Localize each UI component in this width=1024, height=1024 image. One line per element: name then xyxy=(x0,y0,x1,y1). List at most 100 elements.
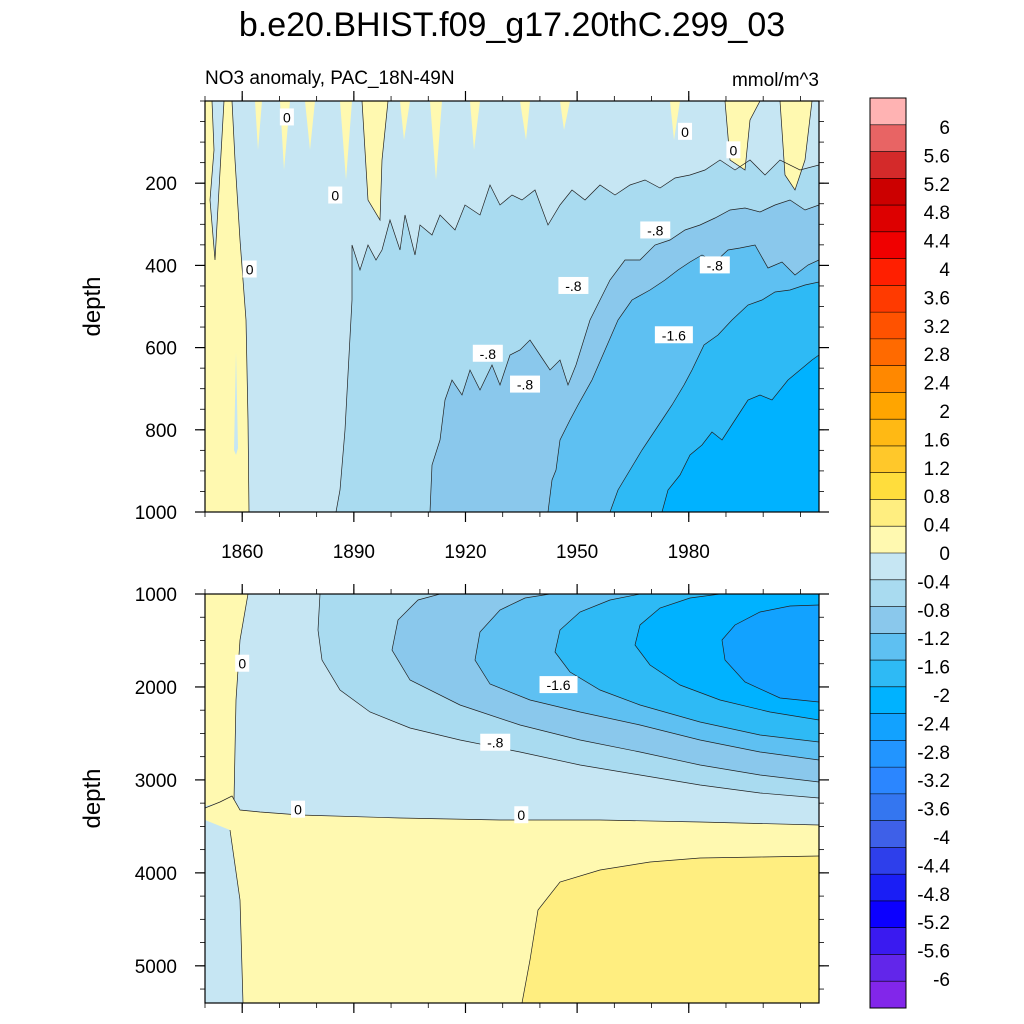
contour-labels: 0 0 0 0 0 -.8 -.8 -.8 -.8 -.8 -1.6 0 0 0 -.8 -1.6 xyxy=(235,108,741,824)
region-p00 xyxy=(520,101,530,140)
region-p00-west xyxy=(205,594,248,806)
contour-label: 0 xyxy=(328,186,343,204)
y-tick-label: 1000 xyxy=(135,503,177,524)
colorbar-label: 2.8 xyxy=(924,345,950,366)
contour-label-text: 0 xyxy=(238,656,246,672)
colorbar-label: 6 xyxy=(939,118,950,139)
colorbar-swatch xyxy=(870,954,906,982)
contour-label: 0 xyxy=(235,654,250,672)
colorbar-label: -6 xyxy=(933,970,950,991)
colorbar-frame xyxy=(869,97,907,1009)
colorbar-swatch xyxy=(870,392,906,420)
y-tick-label: 800 xyxy=(145,421,177,442)
contour-label-text: 0 xyxy=(246,262,254,278)
colorbar-swatch xyxy=(870,686,906,714)
colorbar-label: -1.2 xyxy=(917,629,950,650)
contour-label-text: 0 xyxy=(517,807,525,823)
contour-label: 0 xyxy=(242,260,257,278)
colorbar-label: -4 xyxy=(933,828,950,849)
contour-label-text: -.8 xyxy=(565,278,582,294)
contour-label-text: -.8 xyxy=(517,377,534,393)
colorbar-swatch xyxy=(870,606,906,634)
axes-layer: 200 400 600 800 1000 depth 1860 1890 1920 1950 198… xyxy=(79,91,829,1013)
colorbar-swatch xyxy=(870,445,906,474)
region-p00-west xyxy=(205,101,249,512)
colorbar-swatch xyxy=(870,124,906,152)
colorbar-swatch xyxy=(870,338,906,367)
colorbar-swatch xyxy=(870,767,906,795)
colorbar-label: -3.6 xyxy=(917,800,950,821)
contour-label: 0 xyxy=(678,122,693,140)
y-tick-label: 5000 xyxy=(135,957,177,978)
contour-label: -1.6 xyxy=(654,326,693,344)
x-tick-label: 1890 xyxy=(333,542,375,563)
x-tick-label: 1950 xyxy=(556,542,598,563)
contour-label: -.8 xyxy=(510,375,541,393)
contour-label-text: 0 xyxy=(681,124,689,140)
colorbar-label: 3.2 xyxy=(924,317,950,338)
colorbar-label: -0.4 xyxy=(917,572,950,593)
colorbar-label: -2.8 xyxy=(917,743,950,764)
contour-label-text: 0 xyxy=(331,188,339,204)
chart-units: mmol/m^3 xyxy=(732,70,819,91)
contour-label: -1.6 xyxy=(539,676,578,694)
colorbar-label: -2.4 xyxy=(917,714,950,735)
colorbar-label: 2.4 xyxy=(924,374,951,395)
y-tick-label: 1000 xyxy=(135,585,177,606)
region-p00 xyxy=(430,101,442,180)
region-p00 xyxy=(470,101,480,150)
contour-label: 0 xyxy=(726,141,741,159)
region-m04 xyxy=(205,820,243,1003)
colorbar-label: 0.8 xyxy=(924,487,950,508)
colorbar-swatch xyxy=(870,419,906,447)
colorbar-swatch xyxy=(870,579,906,607)
region-p00 xyxy=(400,101,410,140)
contour-label: -.8 xyxy=(480,733,511,751)
region-p00 xyxy=(780,101,812,190)
colorbar-label: 4.8 xyxy=(924,203,950,224)
x-tick-label: 1860 xyxy=(221,542,263,563)
y-tick-label: 600 xyxy=(145,339,177,360)
top-panel-fill xyxy=(205,101,819,512)
colorbar-label: 1.6 xyxy=(924,430,950,451)
contour-label-text: -1.6 xyxy=(546,677,570,693)
contour-label-text: -.8 xyxy=(487,735,504,751)
colorbar-label: 2 xyxy=(939,402,950,423)
y-axis-label: depth xyxy=(79,768,106,828)
colorbar-label: 4 xyxy=(939,260,950,281)
chart-subtitle: NO3 anomaly, PAC_18N-49N xyxy=(205,68,455,89)
colorbar-swatch xyxy=(870,927,906,955)
colorbar-swatch xyxy=(870,526,906,554)
colorbar-label: -2 xyxy=(933,686,950,707)
bottom-panel-fill xyxy=(205,594,819,1003)
contour-label-text: -.8 xyxy=(647,222,664,238)
colorbar-swatch xyxy=(870,553,906,581)
colorbar-swatch xyxy=(870,633,906,661)
colorbar-swatch xyxy=(870,98,906,126)
y-tick-label: 3000 xyxy=(135,771,177,792)
region-p00 xyxy=(560,101,570,130)
contour-label: -.8 xyxy=(558,276,589,294)
bottom-panel-frame xyxy=(204,593,820,1004)
chart-title: b.e20.BHIST.f09_g17.20thC.299_03 xyxy=(239,6,785,44)
colorbar-label: 0 xyxy=(939,544,950,565)
y-axis-label: depth xyxy=(79,276,106,336)
colorbar-label: 4.4 xyxy=(924,232,951,253)
y-tick-label: 4000 xyxy=(135,864,177,885)
y-tick-label: 200 xyxy=(145,174,177,195)
colorbar-swatch xyxy=(870,285,906,313)
contour-label: 0 xyxy=(291,800,306,818)
colorbar-label: -5.6 xyxy=(917,942,950,963)
colorbar-label: -0.8 xyxy=(917,601,950,622)
contour-label-text: -.8 xyxy=(480,346,497,362)
colorbar-swatch xyxy=(870,660,906,688)
colorbar-swatch xyxy=(870,847,906,875)
colorbar-label: -3.2 xyxy=(917,771,950,792)
contour-label: -.8 xyxy=(699,256,730,274)
region-m24 xyxy=(662,355,819,512)
colorbar-label: -5.2 xyxy=(917,913,950,934)
contour-label: -.8 xyxy=(472,344,503,362)
colorbar: 6 5.6 5.2 4.8 4.4 4 3.6 3.2 2.8 2.4 2 1.6 1.2 0.8 0.4 0… xyxy=(869,97,951,1009)
